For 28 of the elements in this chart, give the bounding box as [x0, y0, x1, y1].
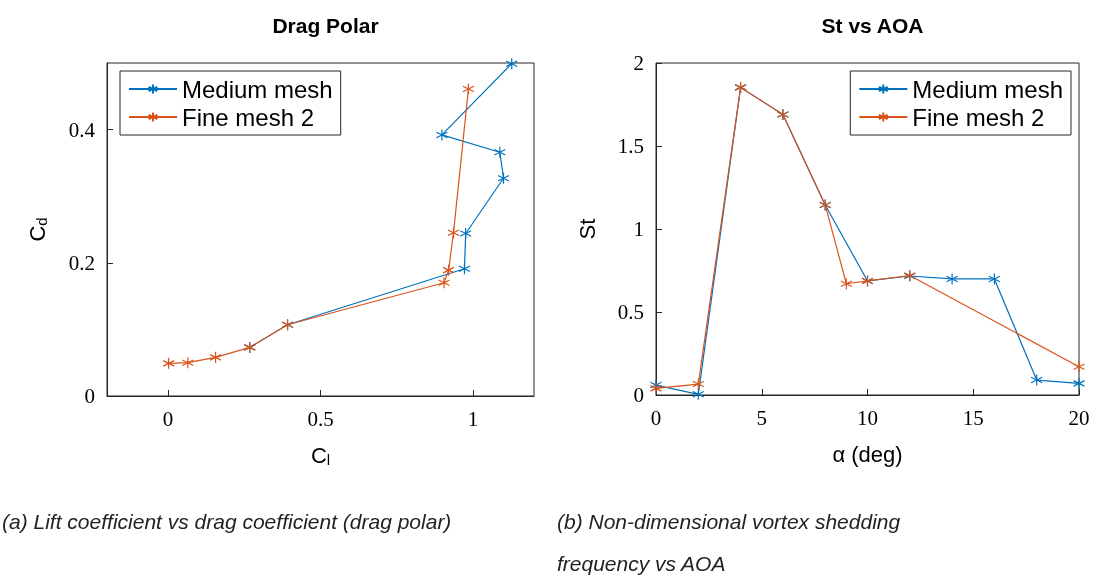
y-tick-label: 0.2: [68, 250, 95, 275]
y-tick-label: 1.5: [617, 134, 644, 158]
y-tick-label: 1: [633, 217, 644, 241]
y-tick-label: 0: [84, 384, 95, 408]
y-tick-label: 0: [633, 383, 644, 407]
text: (a) Lift coefficient vs drag coefficient (drag polar): [2, 509, 452, 533]
x-axis-title: Cl: [310, 443, 331, 468]
legend-label: Medium mesh: [912, 75, 1063, 103]
text: (b) Non-dimensional vortex shedding frequency vs AOA: [557, 509, 907, 575]
x-tick-label: 1: [467, 406, 479, 431]
x-tick-label: 20: [1068, 405, 1090, 430]
x-tick-label: 0.5: [307, 406, 334, 431]
y-axis-title: St: [574, 218, 600, 240]
x-tick-label: 0: [162, 406, 174, 431]
y-tick-label: 2: [633, 51, 644, 75]
legend-label: Fine mesh 2: [912, 103, 1045, 131]
legend-label: Medium mesh: [182, 75, 333, 103]
legend-label: Fine mesh 2: [182, 103, 315, 131]
x-tick-label: 5: [756, 405, 767, 430]
x-tick-label: 0: [650, 405, 662, 430]
chart-title: St vs AOA: [821, 14, 924, 37]
chart-title: Drag Polar: [272, 14, 379, 37]
x-tick-label: 15: [962, 405, 984, 430]
y-tick-label: 0.4: [68, 117, 96, 142]
x-axis-title: α (deg): [832, 441, 903, 467]
x-tick-label: 10: [857, 405, 878, 430]
y-tick-label: 0.5: [617, 300, 644, 324]
y-axis-title: Cd: [25, 217, 50, 242]
